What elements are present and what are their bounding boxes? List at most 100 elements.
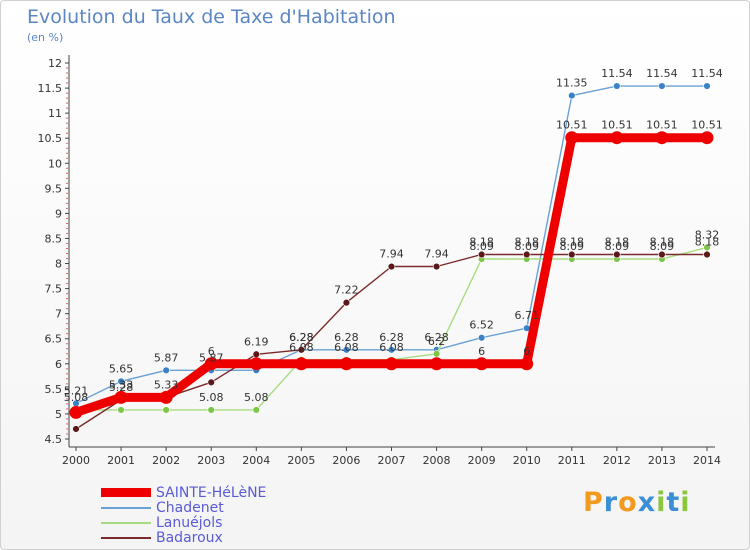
data-label: 5.28 (109, 381, 134, 394)
data-label: 8.18 (560, 236, 585, 249)
series-line-3 (71, 133, 712, 417)
logo-letter: i (680, 487, 691, 518)
series-point (342, 346, 351, 354)
data-label: 10.51 (691, 119, 723, 132)
data-label: 8.09 (514, 240, 539, 253)
series-point (613, 82, 621, 90)
y-tick-label: 11.5 (38, 82, 63, 95)
data-label: 6.28 (424, 331, 449, 344)
x-tick-label: 2005 (287, 454, 315, 467)
logo-letter: t (666, 487, 681, 518)
x-tick-label: 2014 (693, 454, 721, 467)
legend-swatch (101, 488, 151, 497)
data-label: 10.51 (646, 119, 678, 132)
data-label: 6 (523, 345, 530, 358)
data-label: 5.33 (154, 378, 179, 391)
data-label: 8.09 (560, 240, 585, 253)
series-point (204, 357, 218, 371)
chart-legend: SAINTE-HéLèNE Chadenet Lanuéjols Badaroux (101, 485, 266, 546)
data-label: 7.94 (424, 248, 449, 261)
data-label: 5.08 (199, 391, 224, 404)
series-point (159, 390, 173, 404)
series-point (613, 250, 621, 259)
y-tick-label: 9 (55, 207, 62, 220)
series-point (520, 357, 534, 371)
logo-letter: o (618, 487, 638, 518)
data-label: 8.09 (469, 240, 494, 253)
y-tick-label: 10.5 (38, 132, 63, 145)
series-point (114, 390, 128, 404)
series-point (658, 82, 666, 90)
series-point (342, 298, 351, 307)
x-tick-label: 2007 (378, 454, 406, 467)
data-label: 11.54 (691, 67, 723, 80)
x-tick-label: 2013 (648, 454, 676, 467)
data-label: 5.08 (64, 391, 89, 404)
legend-swatch (101, 521, 151, 524)
x-tick-label: 2003 (197, 454, 225, 467)
series-point (430, 357, 444, 371)
series-point (117, 377, 125, 386)
x-tick-label: 2001 (107, 454, 135, 467)
logo-letter: r (603, 487, 619, 518)
data-label: 10.51 (556, 119, 588, 132)
logo-letter: x (637, 487, 657, 518)
x-tick-label: 2002 (152, 454, 180, 467)
data-label: 6.08 (289, 341, 314, 354)
y-tick-label: 7 (55, 308, 62, 321)
series-point (117, 406, 125, 414)
data-label: 6 (478, 345, 485, 358)
series-point (294, 357, 308, 371)
series-point (297, 346, 306, 354)
x-tick-label: 2011 (558, 454, 586, 467)
series-point (387, 346, 396, 354)
y-tick-label: 9.5 (45, 182, 63, 195)
series-point (477, 334, 486, 342)
chart-title: Evolution du Taux de Taxe d'Habitation (27, 6, 396, 28)
y-tick-label: 8 (55, 258, 62, 271)
data-label: 8.18 (514, 236, 539, 249)
legend-swatch (101, 506, 151, 509)
legend-item: SAINTE-HéLèNE (101, 485, 266, 501)
data-label: 11.54 (601, 67, 633, 80)
data-label: 10.51 (601, 119, 633, 132)
series-point (523, 250, 531, 259)
data-label: 6.52 (469, 319, 494, 332)
y-tick-label: 4.5 (45, 433, 63, 446)
data-label: 6.19 (244, 335, 269, 348)
chart-series (69, 82, 714, 433)
series-point (703, 250, 711, 259)
series-point (568, 91, 576, 100)
series-point (568, 250, 576, 259)
data-label: 11.54 (646, 67, 678, 80)
y-tick-label: 12 (48, 57, 62, 70)
chart-subtitle: (en %) (27, 31, 64, 44)
data-label: 6.28 (289, 331, 314, 344)
series-point (252, 406, 260, 414)
data-label: 8.18 (695, 236, 720, 249)
series-point (162, 366, 170, 375)
data-label: 5.87 (154, 351, 179, 364)
x-tick-label: 2012 (603, 454, 631, 467)
data-label: 8.18 (469, 236, 494, 249)
series-point (387, 262, 396, 271)
legend-swatch (101, 536, 151, 539)
data-label: 5.21 (64, 384, 89, 397)
y-tick-label: 6 (55, 358, 62, 371)
series-point (700, 131, 714, 145)
data-label: 8.18 (605, 236, 630, 249)
data-label: 7.22 (334, 284, 359, 297)
logo-letter: P (583, 487, 604, 518)
x-tick-label: 2004 (242, 454, 270, 467)
data-label: 6.28 (289, 331, 314, 344)
data-label: 5.33 (109, 378, 134, 391)
y-tick-label: 10 (48, 157, 62, 170)
chart-data-labels: 5.21 5.65 5.87 5.87 6.28 6.28 6.28 6.28 6.52 6.71… (64, 67, 723, 404)
series-point (610, 131, 624, 145)
data-label: 5.65 (109, 362, 134, 375)
y-tick-label: 8.5 (45, 232, 63, 245)
series-point (385, 357, 398, 371)
data-label: 6.28 (334, 331, 359, 344)
